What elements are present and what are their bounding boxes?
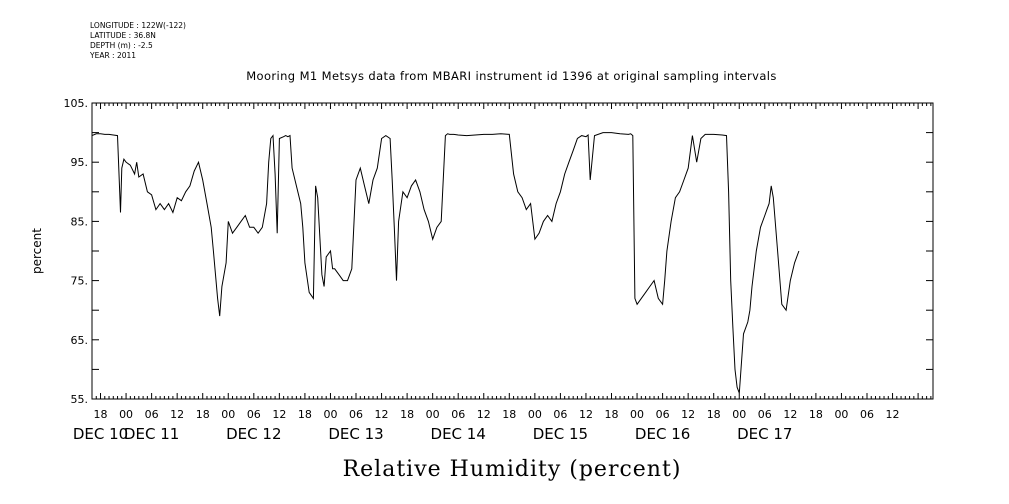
x-tick-label: 00 xyxy=(426,408,440,421)
x-tick-label: 12 xyxy=(272,408,286,421)
plot-frame xyxy=(91,102,934,400)
x-tick-label: 06 xyxy=(451,408,465,421)
y-axis-label: percent xyxy=(30,228,44,274)
x-tick-label: 12 xyxy=(783,408,797,421)
x-tick-label: 06 xyxy=(247,408,261,421)
x-tick-label: 12 xyxy=(681,408,695,421)
x-tick-label: 00 xyxy=(528,408,542,421)
x-tick-label: 12 xyxy=(579,408,593,421)
x-tick-label: 18 xyxy=(502,408,516,421)
day-label: DEC 10 xyxy=(73,425,128,443)
y-tick-label: 55. xyxy=(71,393,89,406)
x-tick-label: 06 xyxy=(349,408,363,421)
x-tick-label: 18 xyxy=(605,408,619,421)
day-label: DEC 17 xyxy=(737,425,792,443)
y-tick-label: 75. xyxy=(71,275,89,288)
x-tick-label: 18 xyxy=(196,408,210,421)
location-metadata: LONGITUDE : 122W(-122) LATITUDE : 36.8N … xyxy=(90,21,186,61)
year-label: YEAR : 2011 xyxy=(90,51,137,60)
x-tick-label: 12 xyxy=(170,408,184,421)
y-tick-label: 85. xyxy=(71,215,89,228)
x-tick-label: 18 xyxy=(809,408,823,421)
humidity-series-line xyxy=(91,132,800,394)
day-label: DEC 14 xyxy=(431,425,486,443)
day-label: DEC 16 xyxy=(635,425,690,443)
x-tick-label: 12 xyxy=(886,408,900,421)
x-tick-label: 06 xyxy=(145,408,159,421)
x-tick-label: 00 xyxy=(732,408,746,421)
longitude-label: LONGITUDE : 122W(-122) xyxy=(90,21,186,30)
x-tick-label: 06 xyxy=(860,408,874,421)
x-tick-label: 12 xyxy=(375,408,389,421)
day-label: DEC 15 xyxy=(533,425,588,443)
y-tick-label: 95. xyxy=(71,156,89,169)
y-tick-label: 105. xyxy=(64,97,89,110)
x-tick-label: 12 xyxy=(477,408,491,421)
y-tick-label: 65. xyxy=(71,334,89,347)
x-tick-label: 18 xyxy=(298,408,312,421)
x-tick-label: 00 xyxy=(119,408,133,421)
x-tick-label: 06 xyxy=(656,408,670,421)
x-tick-label: 18 xyxy=(400,408,414,421)
x-axis-label: Relative Humidity (percent) xyxy=(343,457,682,482)
x-tick-label: 00 xyxy=(630,408,644,421)
x-tick-label: 18 xyxy=(707,408,721,421)
chart-title: Mooring M1 Metsys data from MBARI instru… xyxy=(246,69,777,83)
day-label: DEC 11 xyxy=(124,425,179,443)
depth-label: DEPTH (m) : -2.5 xyxy=(90,41,153,50)
x-tick-label: 00 xyxy=(323,408,337,421)
x-tick-label: 06 xyxy=(553,408,567,421)
day-label: DEC 13 xyxy=(328,425,383,443)
day-label: DEC 12 xyxy=(226,425,281,443)
x-tick-label: 00 xyxy=(834,408,848,421)
x-tick-label: 00 xyxy=(221,408,235,421)
x-tick-label: 06 xyxy=(758,408,772,421)
latitude-label: LATITUDE : 36.8N xyxy=(90,31,156,40)
x-tick-label: 18 xyxy=(94,408,108,421)
